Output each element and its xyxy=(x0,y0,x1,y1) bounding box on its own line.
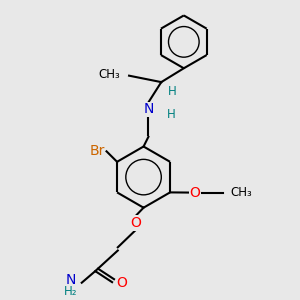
Text: H: H xyxy=(167,108,175,121)
Text: CH₃: CH₃ xyxy=(230,186,252,199)
Text: O: O xyxy=(116,276,127,290)
Text: CH₃: CH₃ xyxy=(99,68,120,81)
Text: O: O xyxy=(190,186,200,200)
Text: Br: Br xyxy=(89,144,105,158)
Text: O: O xyxy=(130,216,141,230)
Text: H: H xyxy=(168,85,177,98)
Text: N: N xyxy=(66,274,76,287)
Text: N: N xyxy=(143,103,154,116)
Text: H₂: H₂ xyxy=(64,285,78,298)
